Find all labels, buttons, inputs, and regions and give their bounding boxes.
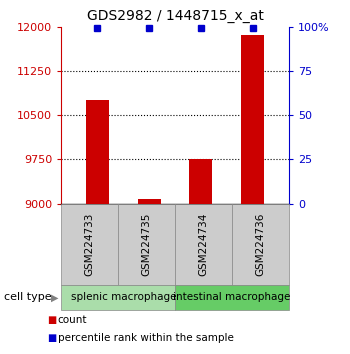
Bar bbox=[61, 204, 118, 285]
Text: GSM224734: GSM224734 bbox=[198, 212, 209, 276]
Bar bbox=[61, 285, 175, 310]
Text: splenic macrophage: splenic macrophage bbox=[71, 292, 176, 302]
Text: GSM224736: GSM224736 bbox=[255, 212, 265, 276]
Text: GDS2982 / 1448715_x_at: GDS2982 / 1448715_x_at bbox=[86, 9, 264, 23]
Bar bbox=[138, 199, 161, 204]
Text: ▶: ▶ bbox=[50, 292, 58, 302]
Bar bbox=[189, 159, 212, 204]
Text: percentile rank within the sample: percentile rank within the sample bbox=[58, 333, 234, 343]
Text: intestinal macrophage: intestinal macrophage bbox=[173, 292, 290, 302]
Text: GSM224733: GSM224733 bbox=[85, 212, 95, 276]
Bar bbox=[118, 204, 175, 285]
Text: count: count bbox=[58, 315, 87, 325]
Bar bbox=[175, 285, 289, 310]
Bar bbox=[241, 35, 264, 204]
Bar bbox=[175, 204, 232, 285]
Text: ■: ■ bbox=[47, 333, 56, 343]
Bar bbox=[86, 100, 109, 204]
Text: ■: ■ bbox=[47, 315, 56, 325]
Text: GSM224735: GSM224735 bbox=[141, 212, 152, 276]
Bar bbox=[232, 204, 289, 285]
Text: cell type: cell type bbox=[4, 292, 51, 302]
